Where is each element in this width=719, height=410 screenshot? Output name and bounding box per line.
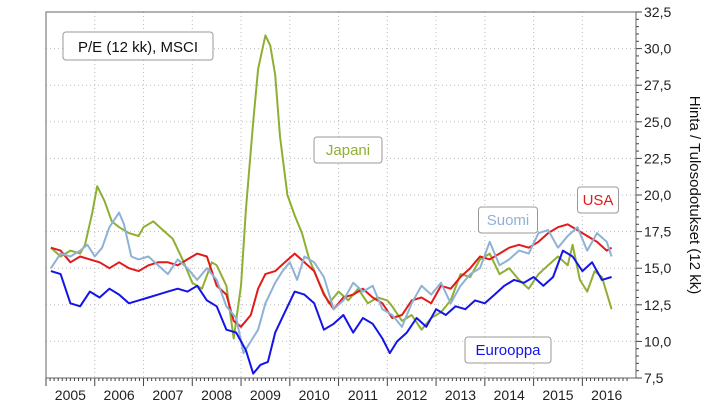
- y-tick-label: 12,5: [644, 297, 671, 313]
- y-tick-label: 32,5: [644, 4, 671, 20]
- y-tick-label: 25,0: [644, 114, 671, 130]
- y-tick-label: 22,5: [644, 150, 671, 166]
- annotation-japani: Japani: [313, 136, 383, 164]
- y-tick-label: 27,5: [644, 77, 671, 93]
- series-line-suomi: [50, 211, 613, 355]
- svg-text:USA: USA: [583, 192, 614, 209]
- x-tick-label: 2005: [55, 387, 86, 403]
- x-tick-label: 2016: [591, 387, 622, 403]
- series-layer: [50, 34, 613, 375]
- y-tick-label: 10,0: [644, 333, 671, 349]
- x-tick-label: 2010: [299, 387, 330, 403]
- x-tick-label: 2015: [542, 387, 573, 403]
- y-tick-label: 15,0: [644, 260, 671, 276]
- y-tick-label: 17,5: [644, 224, 671, 240]
- x-tick-label: 2009: [250, 387, 281, 403]
- x-tick-label: 2013: [445, 387, 476, 403]
- x-tick-label: 2008: [201, 387, 232, 403]
- x-tick-label: 2014: [494, 387, 525, 403]
- x-tick-label: 2012: [396, 387, 427, 403]
- y-tick-label: 20,0: [644, 187, 671, 203]
- series-line-usa: [50, 223, 613, 328]
- x-axis: 2005 2006 2007 2008 2009 2010 2011 2012 2013 2014…: [45, 378, 628, 403]
- y-tick-label: 30,0: [644, 41, 671, 57]
- y-tick-label: 7,5: [644, 370, 664, 386]
- annotation-suomi: Suomi: [478, 206, 538, 234]
- annotation-usa: USA: [577, 186, 619, 214]
- annotation-layer: Japani USA Suomi Eurooppa: [313, 136, 619, 364]
- series-line-eurooppa: [50, 249, 612, 375]
- chart-title: P/E (12 kk), MSCI: [78, 39, 198, 56]
- y-axis-label: Hinta / Tulosodotukset (12 kk): [686, 96, 703, 294]
- chart-title-box: P/E (12 kk), MSCI: [62, 31, 214, 61]
- svg-text:Suomi: Suomi: [487, 212, 530, 229]
- x-tick-label: 2011: [348, 387, 378, 403]
- y-axis: 7,5 10,0 12,5 15,0 17,5 20,0 22,5 25,0 27,5 30,0 3…: [636, 4, 671, 386]
- series-line-japani: [50, 34, 613, 340]
- x-tick-label: 2007: [152, 387, 183, 403]
- grid-lines: [46, 11, 636, 379]
- annotation-eurooppa: Eurooppa: [464, 336, 552, 364]
- x-tick-label: 2006: [104, 387, 135, 403]
- svg-text:Eurooppa: Eurooppa: [475, 342, 541, 359]
- svg-text:Japani: Japani: [326, 142, 370, 159]
